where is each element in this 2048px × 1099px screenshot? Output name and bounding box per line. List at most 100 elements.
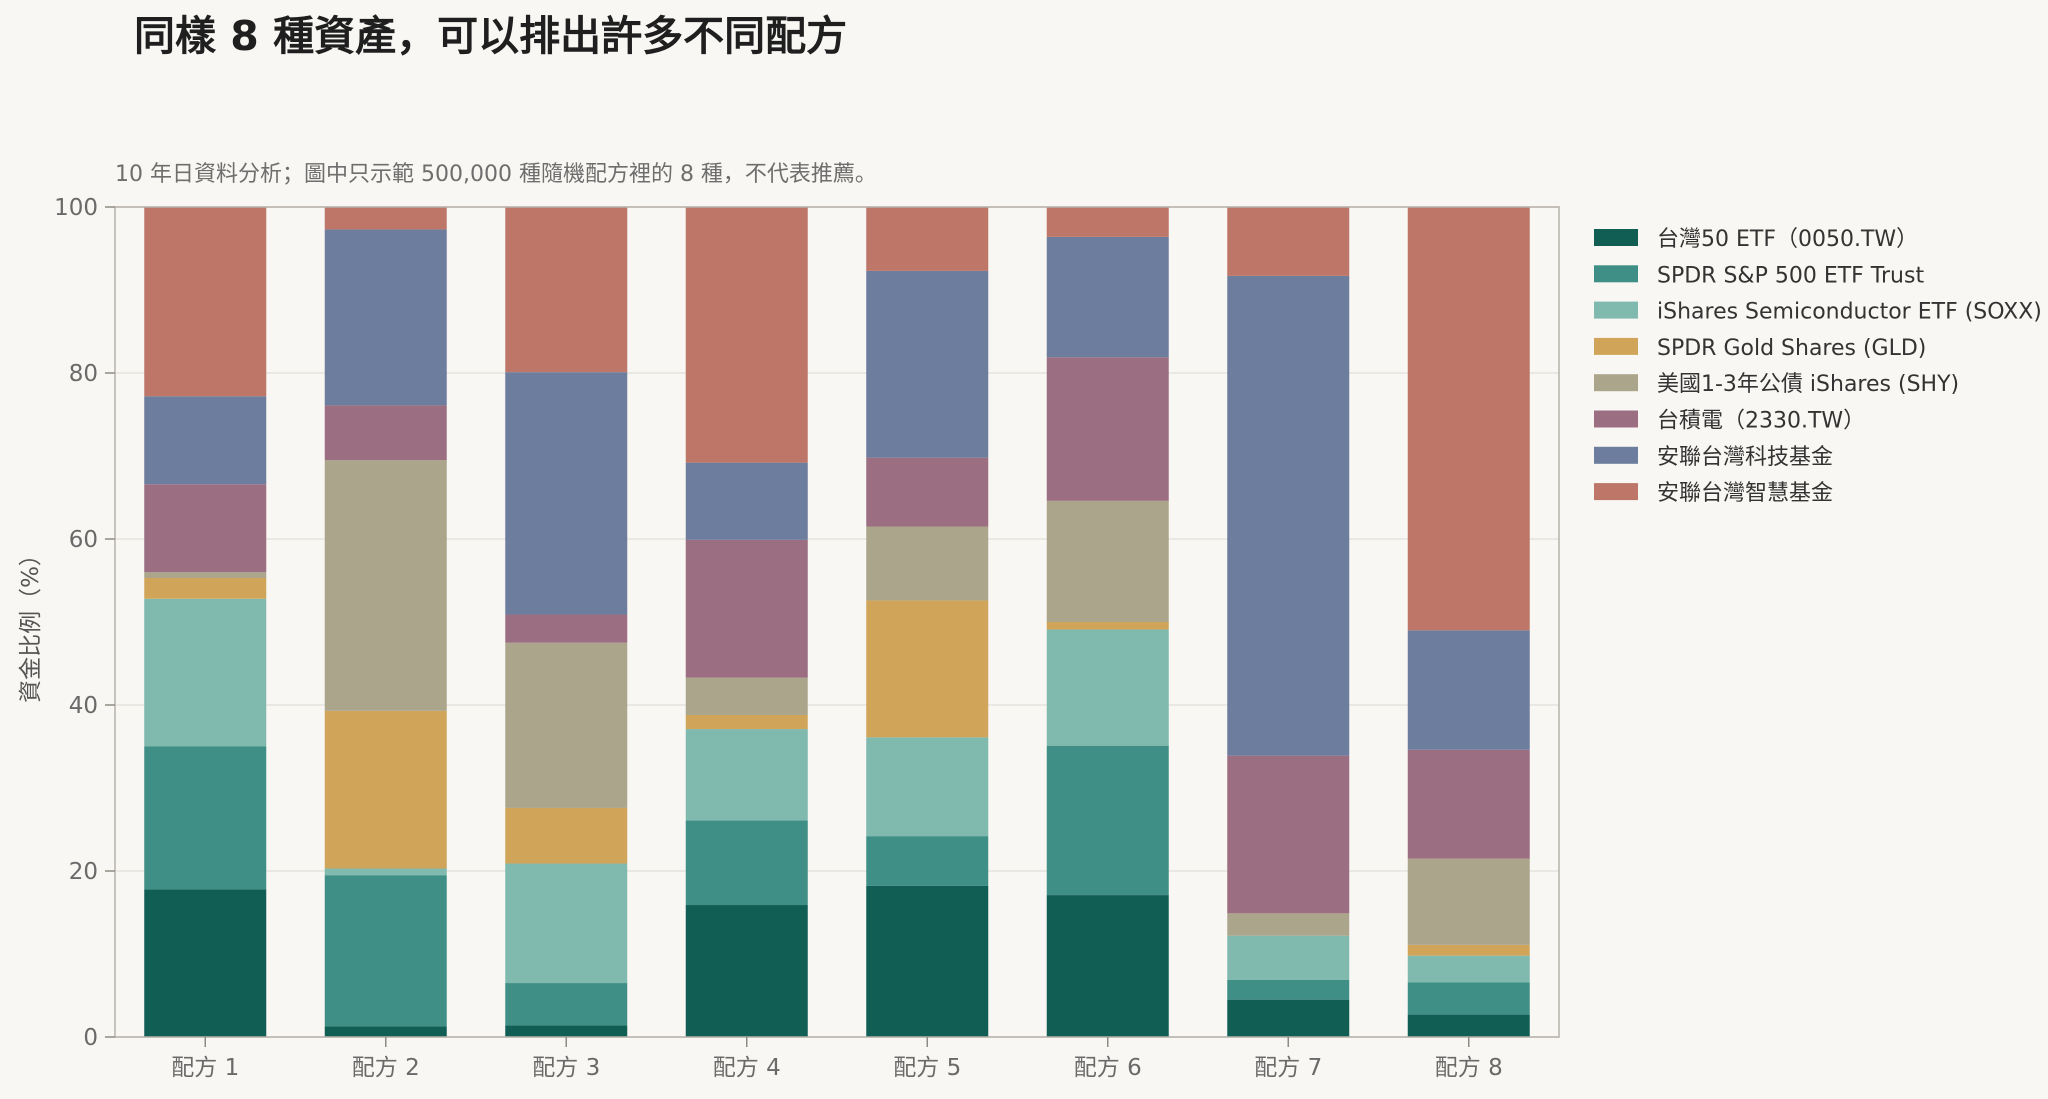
bar-segment [505,1025,628,1037]
bar-segment [324,1026,447,1037]
bar-segment [505,614,628,643]
bar-segment [866,836,989,886]
x-tick-label: 配方 1 [171,1055,239,1081]
bar-segment [1407,858,1530,945]
bar-segment [505,983,628,1026]
x-tick-label: 配方 2 [352,1055,420,1081]
legend-label: iShares Semiconductor ETF (SOXX) [1657,300,2042,325]
bar-segment [1227,275,1350,756]
bar-segment [1407,944,1530,956]
legend-swatch [1594,301,1638,319]
bar-segment [866,270,989,458]
bar-segment [324,875,447,1027]
bar-segment [324,207,447,230]
bar-segment [1046,357,1169,501]
chart-title: 同樣 8 種資產，可以排出許多不同配方 [134,12,847,60]
legend-swatch [1594,446,1638,464]
legend-swatch [1594,483,1638,501]
bar-segment [144,746,267,890]
legend-swatch [1594,374,1638,392]
legend-swatch [1594,229,1638,246]
legend-label: 安聯台灣科技基金 [1657,445,1833,470]
legend-label: 台灣50 ETF（0050.TW） [1657,227,1918,252]
legend-swatch [1594,410,1638,428]
legend-label: SPDR S&P 500 ETF Trust [1657,263,1924,288]
bar-segment [685,820,808,906]
bar-segment [866,885,989,1037]
legend-swatch [1594,337,1638,355]
bar-segment [1227,913,1350,936]
bar-segment [866,207,989,271]
bar-segment [866,600,989,738]
bar-segment [505,642,628,808]
bar-segment [144,598,267,747]
bar-segment [685,729,808,821]
bar-segment [685,905,808,1037]
bar-segment [505,207,628,373]
bar-segment [685,714,808,730]
bar-segment [1046,745,1169,896]
bars [144,207,1530,1037]
y-tick-label: 80 [69,361,98,387]
bar-segment [505,863,628,984]
bar-segment [1046,895,1169,1037]
legend: 台灣50 ETF（0050.TW） SPDR S&P 500 ETF Trust i… [1594,227,2042,506]
bar-segment [505,807,628,864]
bar-segment [144,484,267,573]
bar-segment [685,677,808,715]
bar-segment [1227,207,1350,276]
y-axis-label: 資金比例（%） [18,543,44,703]
y-tick-label: 100 [54,195,98,221]
bar-segment [1227,999,1350,1037]
bar-segment [144,396,267,485]
legend-label: SPDR Gold Shares (GLD) [1657,336,1926,361]
bar-segment [866,737,989,837]
plot-frame [114,206,1560,1038]
bar-segment [1407,207,1530,631]
bar-segment [685,207,808,463]
bar-segment [1407,630,1530,750]
chart-subtitle: 10 年日資料分析；圖中只示範 500,000 種隨機配方裡的 8 種，不代表推… [115,162,877,187]
bar-segment [1227,935,1350,980]
bar-segment [144,578,267,599]
legend-label: 美國1-3年公債 iShares (SHY) [1657,372,1959,397]
bar-segment [1046,629,1169,746]
x-tick-label: 配方 5 [893,1055,961,1081]
bar-segment [324,868,447,876]
bar-segment [144,889,267,1037]
bar-segment [1407,1014,1530,1037]
x-tick-label: 配方 8 [1435,1055,1503,1081]
bar-segment [866,526,989,601]
legend-label: 安聯台灣智慧基金 [1657,481,1833,506]
bar-segment [505,372,628,615]
y-tick-label: 60 [69,527,98,553]
bar-segment [1227,979,1350,1000]
bar-segment [324,460,447,711]
bar-segment [1407,955,1530,983]
y-tick-label: 0 [83,1025,98,1051]
bar-segment [1046,500,1169,622]
bar-segment [324,710,447,869]
x-tick-label: 配方 4 [713,1055,781,1081]
bar-segment [324,405,447,461]
bar-segment [866,457,989,527]
y-tick-label: 20 [69,859,98,885]
legend-label: 台積電（2330.TW） [1657,409,1865,434]
x-tick-label: 配方 6 [1074,1055,1142,1081]
x-tick-label: 配方 3 [532,1055,600,1081]
bar-segment [685,539,808,678]
bar-segment [144,572,267,579]
legend-swatch [1594,265,1638,283]
bar-segment [685,462,808,540]
x-tick-label: 配方 7 [1254,1055,1322,1081]
bar-segment [1227,755,1350,914]
axes: 0 20 40 60 80 100 配方 1 配方 2 配方 3 配方 4 配方 5 配方 6 配方 7… [54,195,1503,1081]
bar-segment [1046,622,1169,630]
bar-segment [1407,749,1530,859]
bar-segment [144,207,267,397]
bar-segment [1046,236,1169,358]
bar-segment [324,229,447,406]
bar-segment [1046,207,1169,237]
y-tick-label: 40 [69,693,98,719]
